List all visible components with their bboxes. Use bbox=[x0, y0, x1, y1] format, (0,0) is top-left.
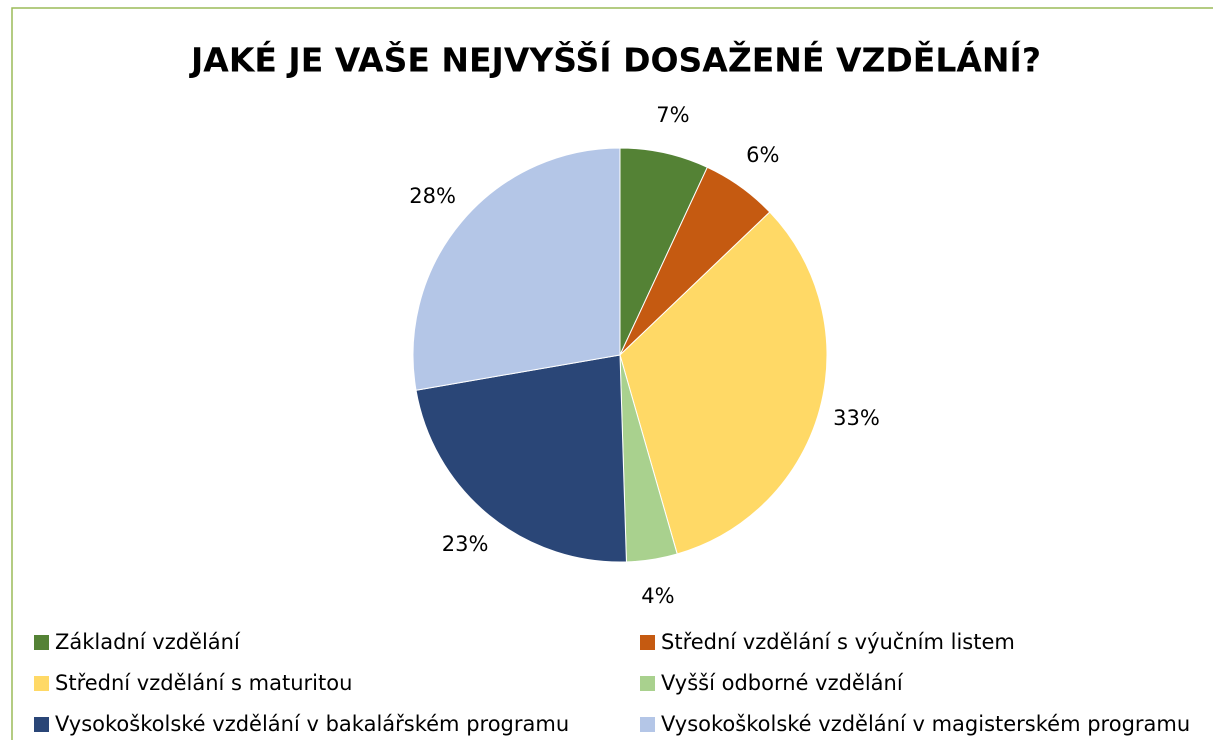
pie-slice bbox=[415, 354, 627, 563]
legend-label: Základní vzdělání bbox=[55, 630, 241, 654]
legend-label: Vysokoškolské vzdělání v magisterském pr… bbox=[661, 712, 1190, 736]
data-label: 33% bbox=[833, 406, 880, 430]
chart-title: JAKÉ JE VAŠE NEJVYŠŠÍ DOSAŽENÉ VZDĚLÁNÍ? bbox=[189, 40, 1041, 80]
legend-swatch bbox=[640, 635, 655, 650]
pie-slice bbox=[619, 211, 828, 555]
data-label: 7% bbox=[656, 103, 689, 127]
legend-swatch bbox=[34, 635, 49, 650]
legend-label: Vysokoškolské vzdělání v bakalářském pro… bbox=[55, 712, 569, 736]
legend-label: Střední vzdělání s maturitou bbox=[55, 671, 352, 695]
pie-slice bbox=[412, 147, 621, 391]
chart-frame bbox=[11, 7, 1213, 740]
legend-swatch bbox=[640, 676, 655, 691]
legend-swatch bbox=[34, 676, 49, 691]
data-label: 6% bbox=[746, 143, 779, 167]
legend-swatch bbox=[640, 717, 655, 732]
legend-label: Střední vzdělání s výučním listem bbox=[661, 630, 1015, 654]
data-label: 4% bbox=[641, 584, 674, 608]
legend-label: Vyšší odborné vzdělání bbox=[661, 671, 904, 695]
legend-swatch bbox=[34, 717, 49, 732]
data-label: 28% bbox=[409, 184, 456, 208]
data-label: 23% bbox=[442, 532, 489, 556]
